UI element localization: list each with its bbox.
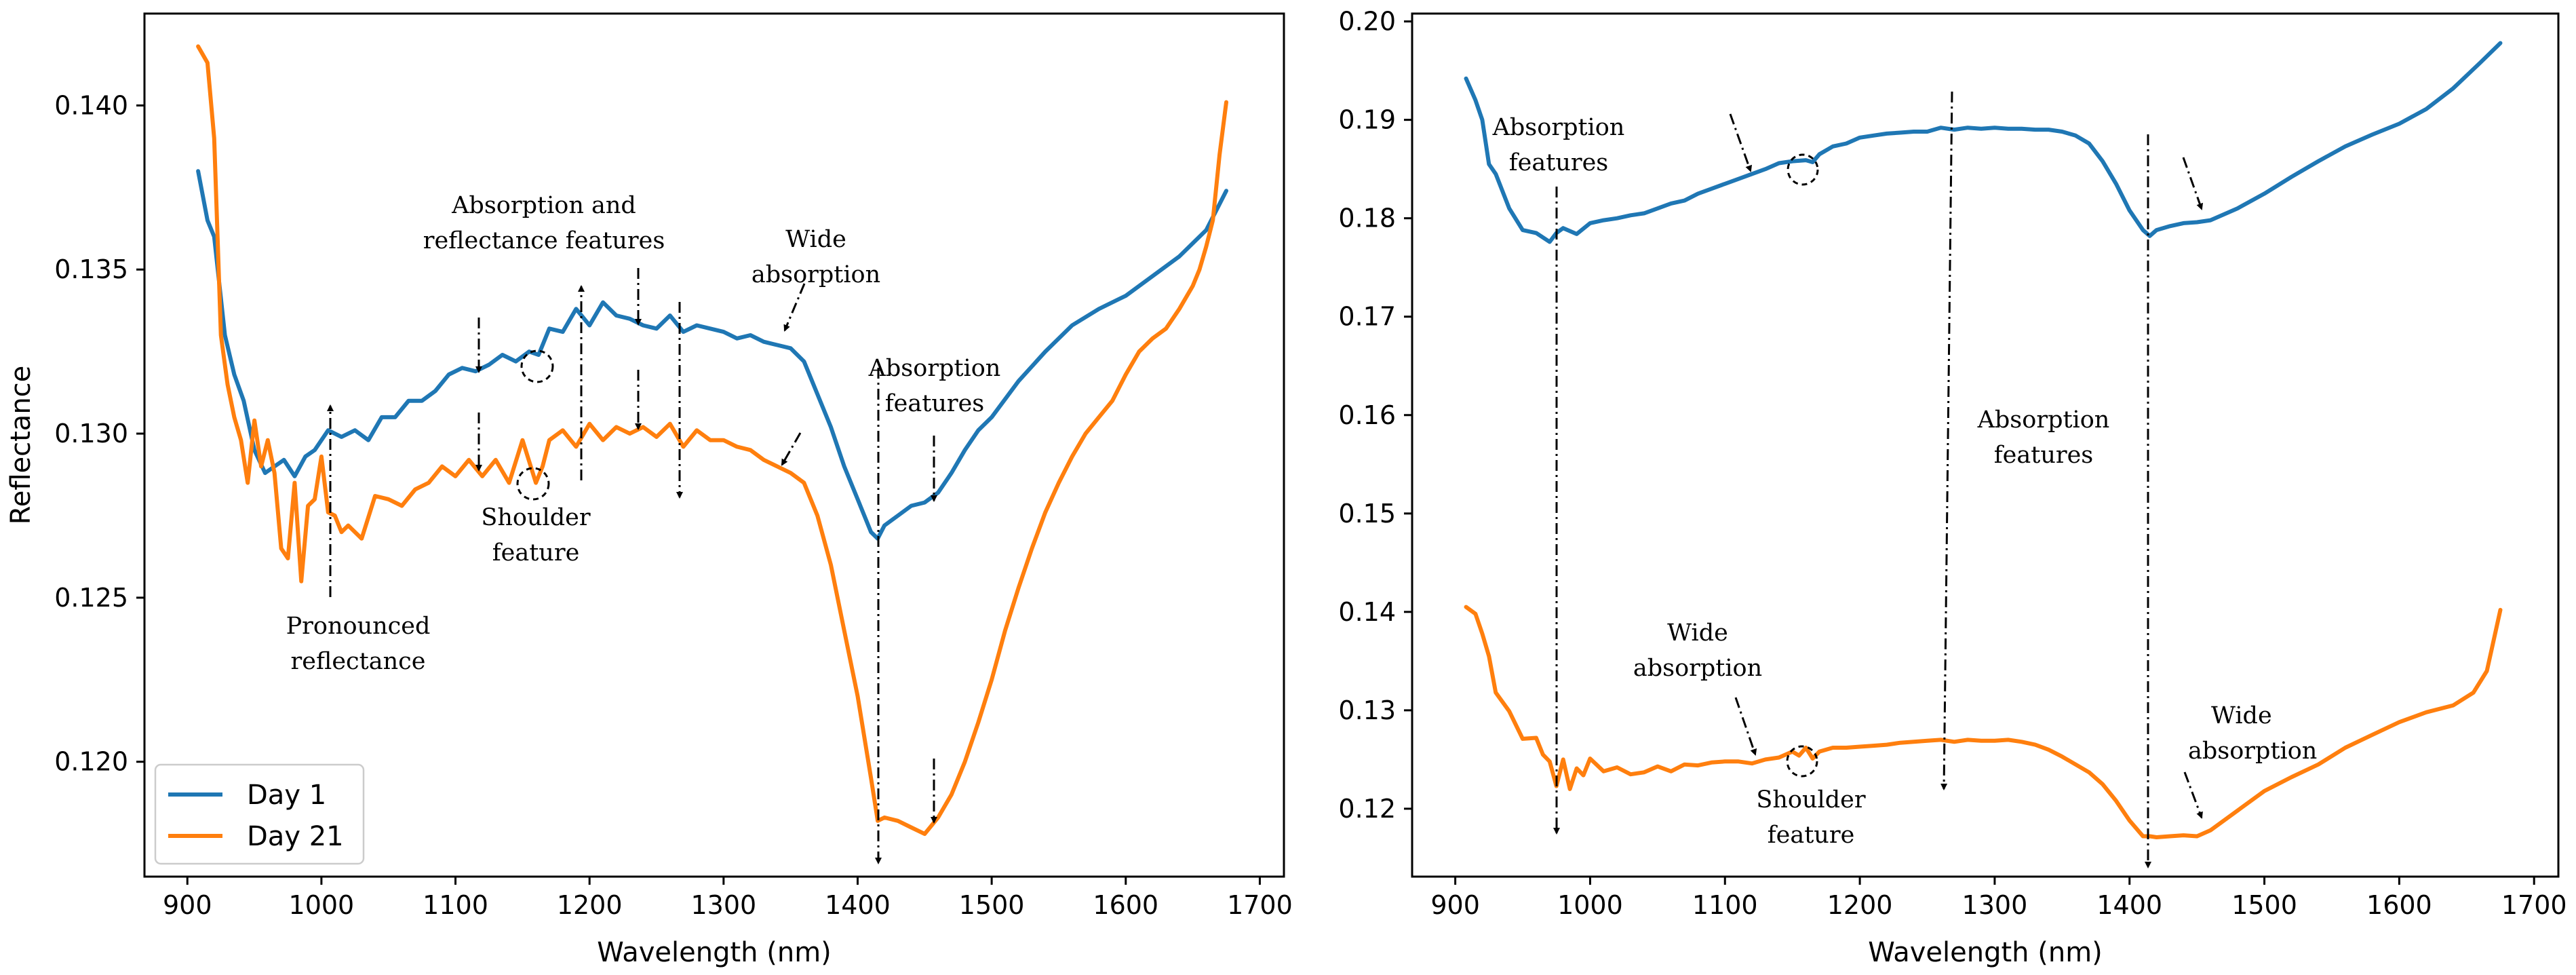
annotation-wide-absorption-right-1: Wide xyxy=(2211,702,2272,729)
x-tick-label: 1700 xyxy=(2501,890,2567,920)
y-tick-label: 0.120 xyxy=(54,747,128,777)
y-tick-label: 0.12 xyxy=(1338,794,1396,824)
x-tick-label: 1600 xyxy=(2366,890,2432,920)
annotation-absorption-features-1: Absorption xyxy=(868,355,1001,382)
annotation-shoulder-2: feature xyxy=(492,539,580,567)
annotation-absorption-reflectance-1: Absorption and xyxy=(451,192,636,219)
annotation-wide-absorption-1: Wide xyxy=(785,226,846,253)
wide-absorption-arrow xyxy=(783,283,806,332)
x-tick-label: 1500 xyxy=(959,890,1025,920)
y-tick-label: 0.140 xyxy=(54,90,128,120)
legend-label-day21: Day 21 xyxy=(247,821,344,852)
annotation-wide-absorption-right-2: absorption xyxy=(2188,738,2317,765)
legend-label-day1: Day 1 xyxy=(247,780,326,811)
series-line-day-21 xyxy=(1464,605,2503,839)
y-tick-label: 0.13 xyxy=(1338,695,1396,725)
y-tick-label: 0.19 xyxy=(1338,105,1396,135)
y-tick-label: 0.15 xyxy=(1338,499,1396,529)
right-chart: 900 1000 1100 1200 1300 1400 1500 1600 1700 0.12… xyxy=(1338,7,2567,968)
wide-absorption-arrow-left xyxy=(1734,697,1757,756)
annotation-pronounced-1: Pronounced xyxy=(286,613,431,640)
annotations xyxy=(327,268,937,864)
legend: Day 1 Day 21 xyxy=(154,763,365,865)
x-tick-label: 1100 xyxy=(423,890,488,920)
absorption-diag-arrow xyxy=(1729,113,1753,172)
x-tick-label: 1200 xyxy=(557,890,623,920)
annotation-absorption-reflectance-2: reflectance features xyxy=(423,227,665,254)
left-chart: 900 1000 1100 1200 1300 1400 1500 1600 1700 0.12… xyxy=(5,12,1293,968)
x-tick-label: 1200 xyxy=(1827,890,1893,920)
shoulder-circle xyxy=(516,467,550,501)
annotation-wide-absorption-2: absorption xyxy=(1633,655,1762,682)
y-tick-label: 0.135 xyxy=(54,254,128,284)
x-tick-label: 1500 xyxy=(2231,890,2297,920)
y-tick-label: 0.18 xyxy=(1338,204,1396,233)
x-tick-label: 1400 xyxy=(2096,890,2162,920)
y-tick-label: 0.17 xyxy=(1338,302,1396,332)
annotation-absorption-features-2: features xyxy=(885,390,985,417)
annotations xyxy=(1553,91,2204,868)
series-line-day-21 xyxy=(196,44,1228,837)
y-axis-title: Reflectance xyxy=(5,366,37,525)
annotation-absorption-features-1: Absorption xyxy=(1492,114,1625,141)
x-tick-label: 900 xyxy=(1430,890,1480,920)
y-tick-label: 0.125 xyxy=(54,583,128,613)
annotation-wide-absorption-1: Wide xyxy=(1667,619,1728,647)
x-tick-label: 1300 xyxy=(690,890,756,920)
x-tick-label: 1600 xyxy=(1093,890,1158,920)
wide-absorption-arrow-right xyxy=(2183,771,2203,819)
legend-box xyxy=(154,763,365,865)
y-tick-label: 0.16 xyxy=(1338,400,1396,430)
annotation-shoulder-2: feature xyxy=(1768,822,1855,849)
x-tick-label: 1100 xyxy=(1692,890,1758,920)
y-tick-label: 0.14 xyxy=(1338,597,1396,627)
x-axis-title: Wavelength (nm) xyxy=(597,937,832,968)
x-axis-title: Wavelength (nm) xyxy=(1868,937,2103,968)
x-tick-label: 900 xyxy=(163,890,212,920)
x-tick-label: 1400 xyxy=(825,890,891,920)
absorption-circle xyxy=(1787,153,1819,186)
plot-frame xyxy=(1411,12,2560,878)
y-tick-label: 0.130 xyxy=(54,419,128,448)
annotation-wide-absorption-2: absorption xyxy=(752,261,880,288)
wide-absorption-arrow-2 xyxy=(781,432,802,466)
annotation-middle-absorption-2: features xyxy=(1994,442,2094,469)
series-line-day-1 xyxy=(1464,41,2503,244)
x-tick-label: 1000 xyxy=(1557,890,1623,920)
annotation-shoulder-1: Shoulder xyxy=(481,504,590,531)
annotation-middle-absorption-1: Absorption xyxy=(1977,406,2110,434)
shoulder-circle xyxy=(1786,745,1818,778)
absorption-circle xyxy=(520,349,554,383)
x-tick-label: 1000 xyxy=(289,890,355,920)
y-tick-label: 0.20 xyxy=(1338,7,1396,37)
annotation-pronounced-2: reflectance xyxy=(291,648,426,675)
x-tick-label: 1300 xyxy=(1962,890,2028,920)
x-tick-label: 1700 xyxy=(1227,890,1293,920)
wide-absorption-arrow-upper xyxy=(2182,157,2204,210)
annotation-absorption-features-2: features xyxy=(1509,149,1609,176)
plot-frame xyxy=(143,12,1285,878)
annotation-shoulder-1: Shoulder xyxy=(1756,786,1865,814)
